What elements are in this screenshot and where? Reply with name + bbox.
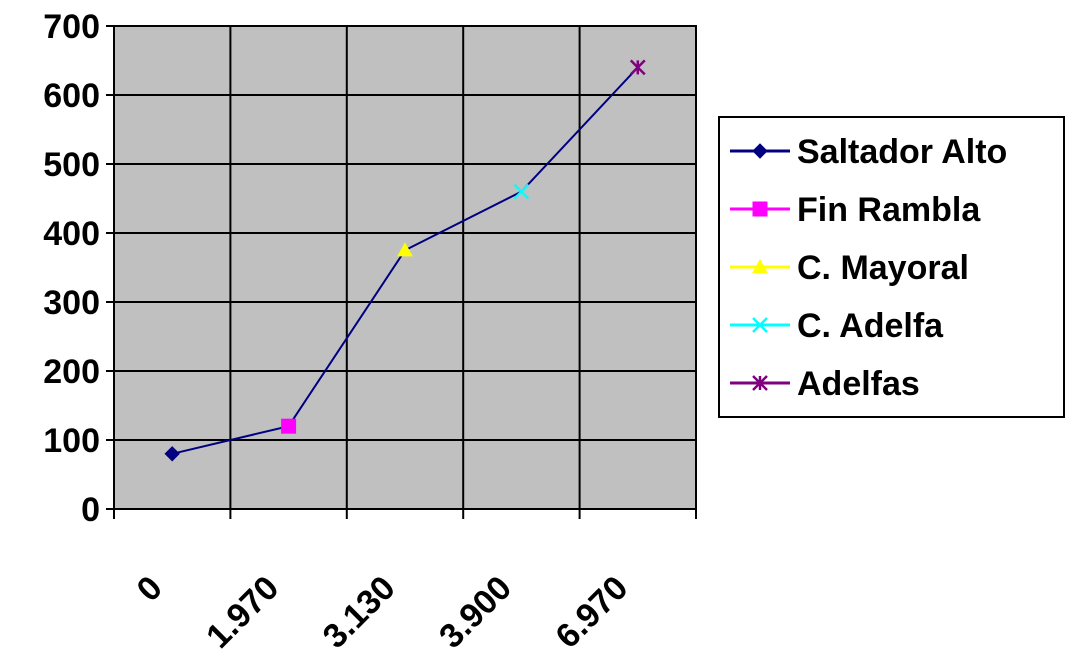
legend-entry: C. Mayoral bbox=[730, 249, 969, 287]
legend-label: Saltador Alto bbox=[797, 133, 1007, 171]
x-axis: 0 1.970 3.130 3.900 6.970 bbox=[113, 509, 697, 653]
y-tick-label: 300 bbox=[43, 284, 100, 322]
legend-marker bbox=[752, 258, 768, 274]
x-tick-label: 1.970 bbox=[199, 569, 286, 653]
data-point-marker bbox=[164, 446, 180, 462]
y-axis: 0 100 200 300 400 500 600 700 bbox=[43, 8, 114, 529]
y-tick-label: 100 bbox=[43, 422, 100, 460]
data-point-marker-stroke bbox=[513, 183, 530, 200]
data-point-marker bbox=[513, 183, 530, 200]
data-series bbox=[164, 59, 646, 462]
y-tick-label: 0 bbox=[81, 491, 100, 529]
x-tick-label: 6.970 bbox=[548, 569, 635, 653]
y-tick-label: 600 bbox=[43, 77, 100, 115]
x-tick-label: 3.900 bbox=[432, 569, 519, 653]
legend-label: Adelfas bbox=[797, 365, 920, 403]
y-tick-label: 500 bbox=[43, 146, 100, 184]
y-tick-label: 200 bbox=[43, 353, 100, 391]
legend-label: C. Adelfa bbox=[797, 307, 944, 345]
x-tick-label: 3.130 bbox=[316, 569, 403, 653]
y-tick-label: 700 bbox=[43, 8, 100, 46]
legend-marker bbox=[752, 201, 768, 217]
legend: Saltador Alto Fin Rambla C. Mayoral C. Adel… bbox=[718, 116, 1065, 418]
legend-marker bbox=[752, 317, 768, 333]
data-point-marker bbox=[629, 59, 646, 76]
gridlines bbox=[114, 26, 696, 509]
data-point-marker bbox=[397, 242, 413, 257]
legend-entry: Saltador Alto bbox=[730, 133, 1007, 171]
data-point-marker bbox=[281, 418, 297, 434]
legend-entry: Adelfas bbox=[730, 365, 920, 403]
legend-label: C. Mayoral bbox=[797, 249, 969, 287]
legend-marker bbox=[752, 143, 768, 159]
legend-entry: C. Adelfa bbox=[730, 307, 944, 345]
legend-entry: Fin Rambla bbox=[730, 191, 981, 229]
y-tick-label: 400 bbox=[43, 215, 100, 253]
x-tick-label: 0 bbox=[130, 569, 170, 609]
plot-area bbox=[113, 25, 697, 510]
legend-label: Fin Rambla bbox=[797, 191, 981, 229]
legend-marker-stroke bbox=[752, 317, 768, 333]
legend-marker bbox=[752, 375, 768, 391]
